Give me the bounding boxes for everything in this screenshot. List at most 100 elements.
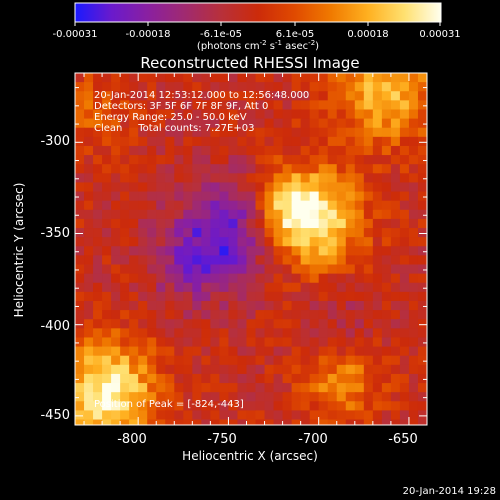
heatmap-pixel bbox=[93, 173, 103, 184]
heatmap-pixel bbox=[192, 319, 202, 329]
heatmap-pixel bbox=[336, 337, 347, 348]
heatmap-pixel bbox=[192, 346, 202, 357]
heatmap-pixel bbox=[399, 401, 410, 412]
heatmap-pixel bbox=[210, 410, 221, 421]
heatmap-pixel bbox=[111, 373, 121, 384]
heatmap-pixel bbox=[111, 383, 121, 393]
heatmap-pixel bbox=[390, 237, 401, 247]
heatmap-pixel bbox=[138, 337, 148, 348]
heatmap-pixel bbox=[237, 173, 248, 184]
heatmap-pixel bbox=[111, 337, 121, 348]
heatmap-pixel bbox=[336, 346, 347, 357]
heatmap-pixel bbox=[201, 373, 211, 384]
heatmap-pixel bbox=[417, 127, 427, 138]
heatmap-pixel bbox=[165, 273, 175, 284]
heatmap-pixel bbox=[273, 337, 284, 348]
heatmap-pixel bbox=[228, 246, 239, 256]
heatmap-pixel bbox=[93, 191, 103, 202]
heatmap-pixel bbox=[354, 182, 365, 193]
heatmap-pixel bbox=[381, 100, 392, 111]
heatmap-pixel bbox=[264, 246, 275, 256]
heatmap-pixel bbox=[390, 91, 401, 101]
heatmap-pixel bbox=[336, 82, 347, 92]
heatmap-pixel bbox=[183, 410, 193, 421]
heatmap-pixel bbox=[210, 200, 221, 211]
heatmap-pixel bbox=[129, 191, 139, 202]
heatmap-pixel bbox=[147, 419, 157, 425]
heatmap-pixel bbox=[228, 410, 239, 421]
heatmap-pixel bbox=[201, 264, 211, 275]
heatmap-pixel bbox=[192, 337, 202, 348]
heatmap-pixel bbox=[309, 300, 320, 311]
heatmap-pixel bbox=[210, 255, 221, 266]
heatmap-pixel bbox=[273, 91, 284, 101]
heatmap-pixel bbox=[345, 282, 356, 293]
heatmap-pixel bbox=[84, 82, 94, 92]
heatmap-pixel bbox=[273, 310, 284, 320]
heatmap-pixel bbox=[309, 401, 320, 412]
heatmap-pixel bbox=[255, 346, 266, 357]
heatmap-pixel bbox=[372, 419, 383, 425]
heatmap-pixel bbox=[390, 118, 401, 129]
heatmap-pixel bbox=[273, 246, 284, 256]
heatmap-pixel bbox=[399, 91, 410, 101]
heatmap-pixel bbox=[336, 91, 347, 101]
heatmap-pixel bbox=[273, 328, 284, 339]
heatmap-pixel bbox=[336, 73, 347, 83]
heatmap-pixel bbox=[237, 155, 248, 165]
heatmap-pixel bbox=[354, 173, 365, 184]
heatmap-pixel bbox=[246, 373, 257, 384]
heatmap-pixel bbox=[417, 364, 427, 375]
heatmap-pixel bbox=[129, 136, 139, 147]
heatmap-pixel bbox=[372, 246, 383, 256]
heatmap-pixel bbox=[129, 392, 139, 402]
heatmap-pixel bbox=[120, 173, 130, 184]
heatmap-pixel bbox=[138, 136, 148, 147]
heatmap-pixel bbox=[291, 145, 302, 156]
heatmap-pixel bbox=[427, 119, 437, 129]
heatmap-pixel bbox=[219, 91, 230, 101]
heatmap-pixel bbox=[255, 200, 266, 211]
heatmap-pixel bbox=[210, 383, 221, 393]
heatmap-pixel bbox=[327, 264, 338, 275]
heatmap-pixel bbox=[345, 310, 356, 320]
x-tick-label: -750 bbox=[207, 432, 237, 447]
heatmap-pixel bbox=[93, 291, 103, 302]
heatmap-pixel bbox=[309, 136, 320, 147]
heatmap-pixel bbox=[192, 273, 202, 284]
heatmap-pixel bbox=[138, 200, 148, 211]
heatmap-pixel bbox=[417, 237, 427, 247]
heatmap-pixel bbox=[129, 164, 139, 174]
heatmap-pixel bbox=[237, 73, 248, 83]
heatmap-pixel bbox=[165, 200, 175, 211]
heatmap-pixel bbox=[363, 328, 374, 339]
heatmap-pixel bbox=[183, 118, 193, 129]
heatmap-pixel bbox=[237, 118, 248, 129]
heatmap-pixel bbox=[318, 237, 329, 247]
heatmap-pixel bbox=[183, 328, 193, 339]
heatmap-pixel bbox=[174, 218, 184, 229]
heatmap-pixel bbox=[183, 355, 193, 366]
heatmap-pixel bbox=[417, 401, 427, 412]
heatmap-pixel bbox=[255, 145, 266, 156]
heatmap-pixel bbox=[102, 337, 112, 348]
heatmap-pixel bbox=[390, 136, 401, 147]
heatmap-pixel bbox=[120, 127, 130, 138]
heatmap-pixel bbox=[372, 392, 383, 402]
heatmap-pixel bbox=[309, 155, 320, 165]
heatmap-pixel bbox=[219, 109, 230, 120]
heatmap-pixel bbox=[93, 364, 103, 375]
heatmap-pixel bbox=[345, 127, 356, 138]
heatmap-pixel bbox=[363, 410, 374, 421]
heatmap-pixel bbox=[210, 364, 221, 375]
heatmap-pixel bbox=[273, 373, 284, 384]
heatmap-pixel bbox=[381, 392, 392, 402]
heatmap-pixel bbox=[273, 264, 284, 275]
heatmap-pixel bbox=[273, 255, 284, 266]
heatmap-pixel bbox=[156, 136, 166, 147]
heatmap-pixel bbox=[129, 264, 139, 275]
heatmap-pixel bbox=[417, 145, 427, 156]
heatmap-pixel bbox=[318, 73, 329, 83]
heatmap-pixel bbox=[427, 164, 437, 174]
heatmap-pixel bbox=[174, 328, 184, 339]
